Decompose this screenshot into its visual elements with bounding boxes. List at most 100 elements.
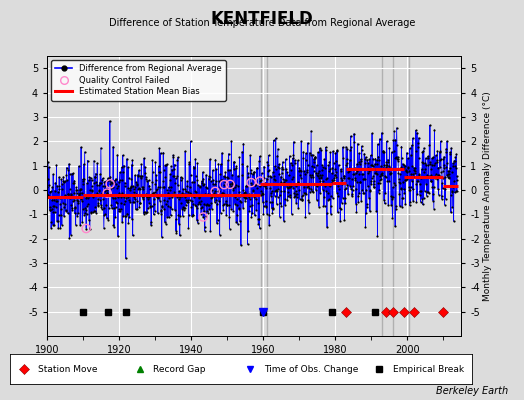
Point: [449, 163, 457, 170]
Point: [232, 163, 241, 169]
Point: [178, 190, 187, 197]
Point: [218, 150, 226, 156]
Point: [168, 173, 177, 180]
Point: [78, 219, 86, 226]
Point: [383, 178, 391, 184]
Point: [396, 171, 405, 177]
Point: [152, 172, 160, 178]
Point: [411, 148, 420, 154]
Point: [88, 183, 96, 190]
Point: [395, 191, 403, 198]
Point: [380, 197, 388, 204]
Point: [216, 184, 224, 190]
Point: [205, 173, 213, 180]
Point: [133, 198, 141, 204]
Point: [67, 192, 75, 198]
Point: [381, 164, 390, 170]
Point: [366, 188, 375, 195]
Point: [143, 208, 151, 215]
Point: [212, 197, 220, 204]
Point: [446, 192, 455, 198]
Point: [344, 175, 352, 182]
Point: [217, 177, 225, 183]
Point: [301, 171, 309, 178]
Point: [451, 154, 460, 160]
Point: [312, 187, 320, 194]
Point: [187, 203, 195, 210]
Point: [126, 198, 135, 205]
Point: [314, 170, 323, 176]
Point: [206, 156, 214, 162]
Point: [211, 199, 219, 205]
Point: [382, 159, 390, 166]
Point: [294, 204, 302, 211]
Point: [288, 162, 297, 168]
Point: [142, 190, 150, 197]
Point: [419, 148, 428, 154]
Point: [356, 178, 365, 185]
Point: [292, 182, 300, 189]
Point: [261, 182, 269, 189]
Point: [92, 170, 100, 177]
Point: [44, 159, 52, 165]
Point: [114, 208, 123, 215]
Point: [123, 156, 131, 162]
Point: [361, 160, 369, 166]
Point: [112, 204, 120, 210]
Point: [376, 177, 384, 184]
Point: [344, 169, 353, 175]
Point: [140, 208, 148, 215]
Point: [219, 206, 227, 213]
Point: [206, 200, 215, 206]
Point: [69, 180, 78, 186]
Point: [363, 183, 372, 190]
Point: [393, 156, 401, 162]
Point: [301, 181, 309, 188]
Point: [252, 196, 260, 202]
Point: [296, 172, 304, 178]
Point: [337, 175, 346, 182]
Point: [385, 145, 394, 151]
Point: [190, 194, 199, 201]
Point: [356, 161, 364, 167]
Point: [69, 198, 77, 205]
Point: [165, 195, 173, 202]
Point: [304, 197, 313, 204]
Point: [315, 145, 324, 152]
Point: [409, 171, 418, 178]
Point: [438, 196, 446, 202]
Point: [414, 178, 422, 184]
Point: [328, 178, 336, 185]
Point: [345, 165, 353, 172]
Point: [214, 188, 223, 194]
Point: [280, 176, 289, 183]
Point: [220, 182, 228, 188]
Point: [336, 218, 344, 224]
Point: [189, 163, 198, 170]
Point: [290, 138, 298, 145]
Point: [308, 188, 316, 194]
Point: [199, 214, 208, 220]
Point: [175, 188, 183, 194]
Point: [332, 148, 341, 154]
Point: [234, 173, 242, 179]
Point: [335, 205, 344, 212]
Point: [196, 198, 205, 205]
Point: [424, 155, 432, 162]
Point: [229, 185, 237, 192]
Point: [441, 186, 449, 192]
Point: [107, 180, 116, 187]
Point: [206, 228, 214, 235]
Point: [331, 172, 339, 178]
Point: [164, 192, 172, 198]
Point: [398, 161, 407, 167]
Point: [195, 182, 204, 189]
Point: [208, 206, 216, 212]
Point: [224, 167, 232, 173]
Point: [97, 180, 105, 186]
Point: [97, 206, 106, 212]
Point: [320, 194, 328, 200]
Point: [89, 192, 97, 198]
Point: [365, 168, 373, 174]
Point: [173, 156, 181, 163]
